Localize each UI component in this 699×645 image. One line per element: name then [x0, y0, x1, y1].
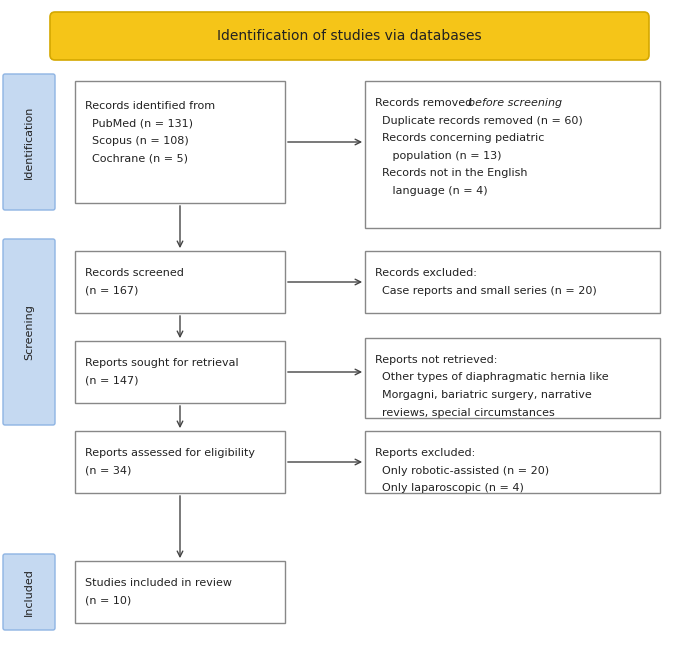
Text: Scopus (n = 108): Scopus (n = 108) [85, 136, 189, 146]
Text: Case reports and small series (n = 20): Case reports and small series (n = 20) [375, 286, 597, 295]
FancyBboxPatch shape [75, 251, 285, 313]
FancyBboxPatch shape [75, 81, 285, 203]
FancyBboxPatch shape [365, 81, 660, 228]
FancyBboxPatch shape [3, 554, 55, 630]
Text: Studies included in review: Studies included in review [85, 578, 232, 588]
Text: (n = 10): (n = 10) [85, 595, 131, 606]
Text: Records not in the English: Records not in the English [375, 168, 528, 178]
Text: (n = 147): (n = 147) [85, 375, 138, 386]
FancyBboxPatch shape [75, 431, 285, 493]
Text: Other types of diaphragmatic hernia like: Other types of diaphragmatic hernia like [375, 373, 609, 382]
Text: Records excluded:: Records excluded: [375, 268, 477, 278]
FancyBboxPatch shape [3, 239, 55, 425]
Text: reviews, special circumstances: reviews, special circumstances [375, 408, 555, 417]
Text: before screening: before screening [468, 98, 562, 108]
FancyBboxPatch shape [365, 251, 660, 313]
Text: (n = 34): (n = 34) [85, 466, 131, 475]
Text: Morgagni, bariatric surgery, narrative: Morgagni, bariatric surgery, narrative [375, 390, 592, 400]
Text: Reports assessed for eligibility: Reports assessed for eligibility [85, 448, 255, 458]
FancyBboxPatch shape [365, 338, 660, 418]
Text: Records identified from: Records identified from [85, 101, 215, 111]
Text: Reports sought for retrieval: Reports sought for retrieval [85, 358, 238, 368]
Text: Records concerning pediatric: Records concerning pediatric [375, 133, 545, 143]
Text: Only laparoscopic (n = 4): Only laparoscopic (n = 4) [375, 483, 524, 493]
Text: Screening: Screening [24, 304, 34, 360]
Text: language (n = 4): language (n = 4) [375, 186, 488, 195]
FancyBboxPatch shape [3, 74, 55, 210]
FancyBboxPatch shape [75, 341, 285, 403]
Text: Records removed: Records removed [375, 98, 476, 108]
Text: Records screened: Records screened [85, 268, 184, 278]
Text: Duplicate records removed (n = 60): Duplicate records removed (n = 60) [375, 115, 583, 126]
Text: PubMed (n = 131): PubMed (n = 131) [85, 119, 193, 128]
Text: population (n = 13): population (n = 13) [375, 150, 501, 161]
FancyBboxPatch shape [75, 561, 285, 623]
Text: Included: Included [24, 568, 34, 616]
Text: (n = 167): (n = 167) [85, 286, 138, 295]
FancyBboxPatch shape [50, 12, 649, 60]
Text: Only robotic-assisted (n = 20): Only robotic-assisted (n = 20) [375, 466, 549, 475]
Text: Cochrane (n = 5): Cochrane (n = 5) [85, 154, 188, 163]
Text: Identification of studies via databases: Identification of studies via databases [217, 29, 482, 43]
Text: Reports not retrieved:: Reports not retrieved: [375, 355, 498, 365]
Text: Identification: Identification [24, 105, 34, 179]
FancyBboxPatch shape [365, 431, 660, 493]
Text: Reports excluded:: Reports excluded: [375, 448, 475, 458]
